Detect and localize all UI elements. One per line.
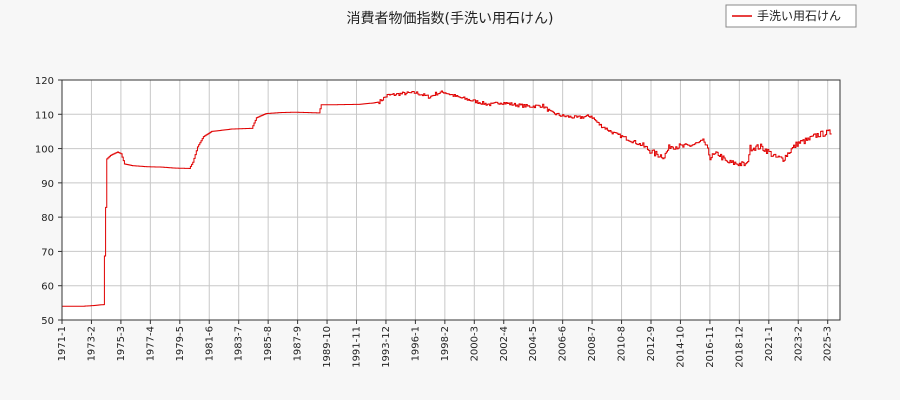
x-tick-label: 2014-10 [675, 326, 686, 368]
x-tick-label: 1989-10 [322, 326, 333, 368]
y-tick-label: 110 [35, 110, 54, 121]
chart-title: 消費者物価指数(手洗い用石けん) [347, 11, 554, 27]
x-tick-label: 1985-8 [263, 326, 274, 361]
plot-frame [61, 79, 841, 321]
x-tick-label: 1973-2 [86, 326, 97, 361]
y-tick-label: 70 [41, 247, 54, 258]
legend-box [725, 4, 857, 28]
series-layer [62, 90, 832, 307]
y-tick-label: 80 [41, 213, 54, 224]
x-tick-label: 1987-9 [293, 326, 304, 361]
x-tick-label: 2004-5 [528, 326, 539, 361]
x-tick-label: 2023-2 [793, 326, 804, 361]
x-tick-label: 1993-12 [381, 326, 392, 368]
x-tick-label: 1996-1 [410, 326, 421, 361]
x-tick-label: 1983-7 [234, 326, 245, 361]
x-tick-label: 1971-1 [57, 326, 68, 361]
legend-label: 手洗い用石けん [757, 9, 841, 23]
y-tick-label: 50 [41, 316, 54, 327]
x-tick-label: 2012-9 [646, 326, 657, 361]
x-tick-label: 2016-11 [705, 326, 716, 368]
x-tick-label: 1977-4 [145, 326, 156, 361]
legend: 手洗い用石けん [725, 4, 857, 28]
y-tick-labels: 50 60 70 80 90 100 110 120 [35, 76, 54, 327]
x-tick-label: 1991-11 [352, 326, 363, 368]
x-tick-labels: 1971-1 1973-2 1975-3 1977-4 1979-5 1981-6 1983… [57, 326, 834, 368]
axes [58, 79, 841, 324]
y-tick-label: 100 [35, 145, 54, 156]
x-tick-label: 2021-1 [764, 326, 775, 361]
x-tick-label: 1975-3 [116, 326, 127, 361]
x-tick-label: 2018-12 [734, 326, 745, 368]
x-tick-label: 2006-6 [558, 326, 569, 361]
x-tick-label: 2000-3 [469, 326, 480, 361]
x-tick-label: 1998-2 [440, 326, 451, 361]
x-tick-label: 2025-3 [823, 326, 834, 361]
x-tick-label: 1979-5 [175, 326, 186, 361]
x-tick-label: 1981-6 [204, 326, 215, 361]
y-tick-label: 90 [41, 179, 54, 190]
x-tick-label: 2008-7 [587, 326, 598, 361]
plot-area [62, 80, 840, 320]
grid-lines [61, 79, 840, 321]
series-line-handwash-soap [62, 90, 832, 307]
x-tick-label: 2002-4 [499, 326, 510, 361]
x-tick-label: 2010-8 [617, 326, 628, 361]
y-tick-label: 120 [35, 76, 54, 87]
y-tick-label: 60 [41, 282, 54, 293]
